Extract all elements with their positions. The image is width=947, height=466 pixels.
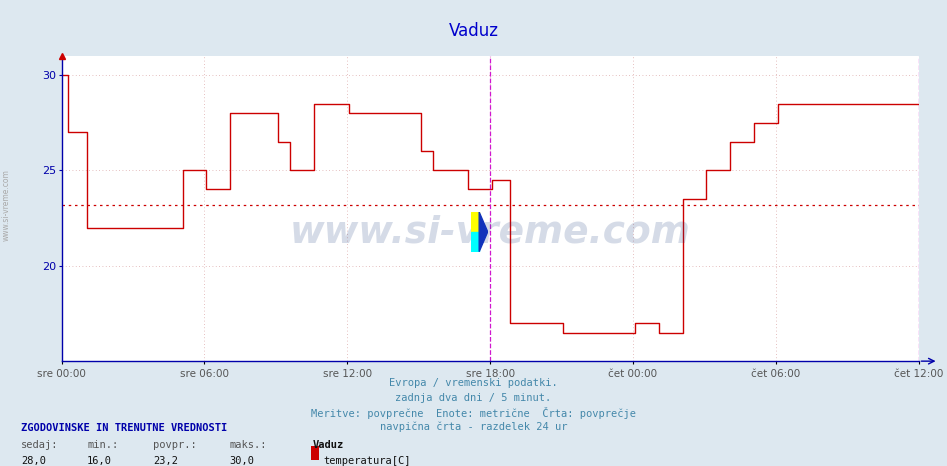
Text: www.si-vreme.com: www.si-vreme.com: [290, 215, 690, 251]
Text: Vaduz: Vaduz: [313, 440, 344, 450]
Text: ZGODOVINSKE IN TRENUTNE VREDNOSTI: ZGODOVINSKE IN TRENUTNE VREDNOSTI: [21, 423, 227, 433]
Text: zadnja dva dni / 5 minut.: zadnja dva dni / 5 minut.: [396, 393, 551, 403]
Text: navpična črta - razdelek 24 ur: navpična črta - razdelek 24 ur: [380, 422, 567, 432]
Text: min.:: min.:: [87, 440, 118, 450]
Text: Meritve: povprečne  Enote: metrične  Črta: povprečje: Meritve: povprečne Enote: metrične Črta:…: [311, 407, 636, 419]
Text: 28,0: 28,0: [21, 456, 45, 466]
Text: Vaduz: Vaduz: [449, 21, 498, 40]
Text: Evropa / vremenski podatki.: Evropa / vremenski podatki.: [389, 378, 558, 388]
Text: 23,2: 23,2: [153, 456, 178, 466]
Bar: [471, 212, 479, 232]
Text: 16,0: 16,0: [87, 456, 112, 466]
Text: povpr.:: povpr.:: [153, 440, 197, 450]
Text: www.si-vreme.com: www.si-vreme.com: [2, 169, 11, 241]
Polygon shape: [479, 212, 488, 252]
Text: temperatura[C]: temperatura[C]: [324, 456, 411, 466]
Text: 30,0: 30,0: [229, 456, 254, 466]
Text: maks.:: maks.:: [229, 440, 267, 450]
Text: sedaj:: sedaj:: [21, 440, 59, 450]
Bar: [471, 232, 479, 252]
